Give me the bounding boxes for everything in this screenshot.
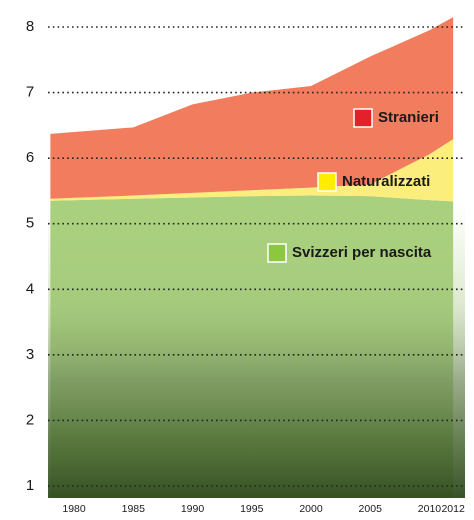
- y-tick-label: 6: [26, 149, 34, 166]
- chart: 1 2 3 4 5 6 7 8 1980 1985 1990 1995 2000 2005 20102012…: [0, 0, 474, 520]
- y-tick-label: 2: [26, 411, 34, 428]
- legend-label: Naturalizzati: [342, 173, 430, 190]
- x-tick-label: 2005: [359, 503, 383, 515]
- x-tick-label: 1995: [240, 503, 264, 515]
- legend-swatch: [268, 244, 286, 262]
- area: [50, 17, 453, 199]
- legend-swatch: [354, 109, 372, 127]
- y-tick-label: 5: [26, 215, 34, 232]
- x-tick-label: 2010: [418, 503, 442, 515]
- x-tick-label: 1980: [62, 503, 86, 515]
- x-tick-label: 1990: [181, 503, 205, 515]
- legend-swatch: [318, 173, 336, 191]
- y-tick-label: 4: [26, 280, 34, 297]
- y-tick-label: 3: [26, 346, 34, 363]
- y-tick-label: 8: [26, 18, 34, 35]
- y-tick-label: 1: [26, 477, 34, 494]
- x-tick-label: 2000: [299, 503, 323, 515]
- x-tick-label: 2012: [441, 503, 465, 515]
- legend-label: Svizzeri per nascita: [292, 244, 432, 261]
- x-tick-label: 1985: [122, 503, 146, 515]
- legend-label: Stranieri: [378, 109, 439, 126]
- y-tick-label: 7: [26, 84, 34, 101]
